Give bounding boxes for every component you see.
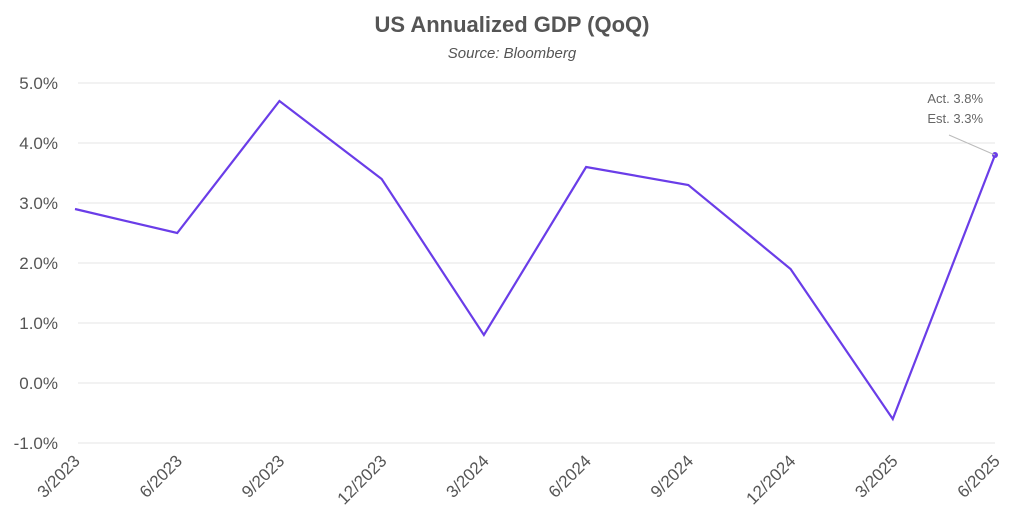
chart-subtitle: Source: Bloomberg	[448, 45, 577, 62]
x-tick-label: 6/2023	[136, 451, 186, 501]
annotation-text: Act. 3.8%	[927, 91, 983, 106]
y-tick-label: -1.0%	[14, 434, 58, 453]
x-tick-label: 3/2025	[851, 451, 901, 501]
x-tick-label: 6/2025	[954, 451, 1004, 501]
x-tick-label: 6/2024	[545, 451, 595, 501]
x-tick-label: 3/2024	[443, 451, 493, 501]
annotation-text: Est. 3.3%	[927, 111, 983, 126]
x-tick-label: 3/2023	[34, 451, 84, 501]
y-tick-label: 1.0%	[19, 314, 58, 333]
y-tick-label: 0.0%	[19, 374, 58, 393]
x-tick-label: 12/2023	[334, 451, 391, 508]
series-line	[74, 99, 997, 422]
annotation-leader-line	[948, 134, 996, 156]
y-tick-label: 4.0%	[19, 134, 58, 153]
y-tick-label: 3.0%	[19, 194, 58, 213]
y-tick-label: 2.0%	[19, 254, 58, 273]
x-tick-label: 12/2024	[742, 451, 799, 508]
chart-title: US Annualized GDP (QoQ)	[374, 12, 649, 37]
y-tick-label: 5.0%	[19, 74, 58, 93]
x-tick-label: 9/2023	[238, 451, 288, 501]
x-tick-label: 9/2024	[647, 451, 697, 501]
